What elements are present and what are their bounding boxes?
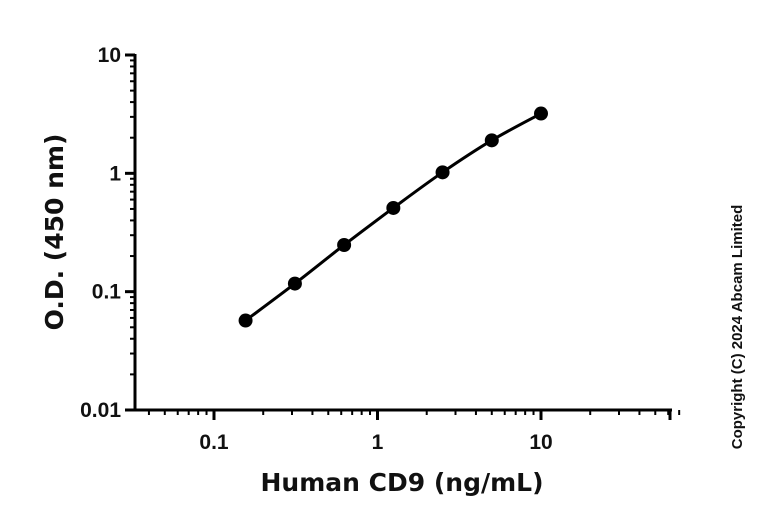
data-point	[238, 313, 253, 328]
x-tick-label: 10	[529, 431, 552, 454]
y-tick-label: 0.1	[92, 281, 122, 304]
y-axis: 0.01 0.1 1 10	[80, 44, 137, 422]
data-point	[484, 133, 499, 148]
x-tick-label: 0.1	[199, 431, 229, 454]
y-tick-label: 0.01	[80, 399, 121, 422]
data-series	[238, 106, 548, 328]
y-tick-label: 10	[98, 44, 121, 67]
data-point	[287, 276, 302, 291]
copyright-notice: Copyright (C) 2024 Abcam Limited	[729, 205, 746, 449]
x-tick-label: 1	[372, 431, 384, 454]
y-axis-title: O.D. (450 nm)	[40, 134, 69, 331]
data-point	[534, 106, 548, 121]
y-tick-label: 1	[109, 162, 121, 185]
data-point	[337, 237, 352, 252]
x-axis: 0.1 1 10	[125, 408, 681, 454]
data-point	[386, 200, 401, 215]
x-axis-title: Human CD9 (ng/mL)	[261, 468, 544, 497]
data-point	[435, 165, 450, 180]
